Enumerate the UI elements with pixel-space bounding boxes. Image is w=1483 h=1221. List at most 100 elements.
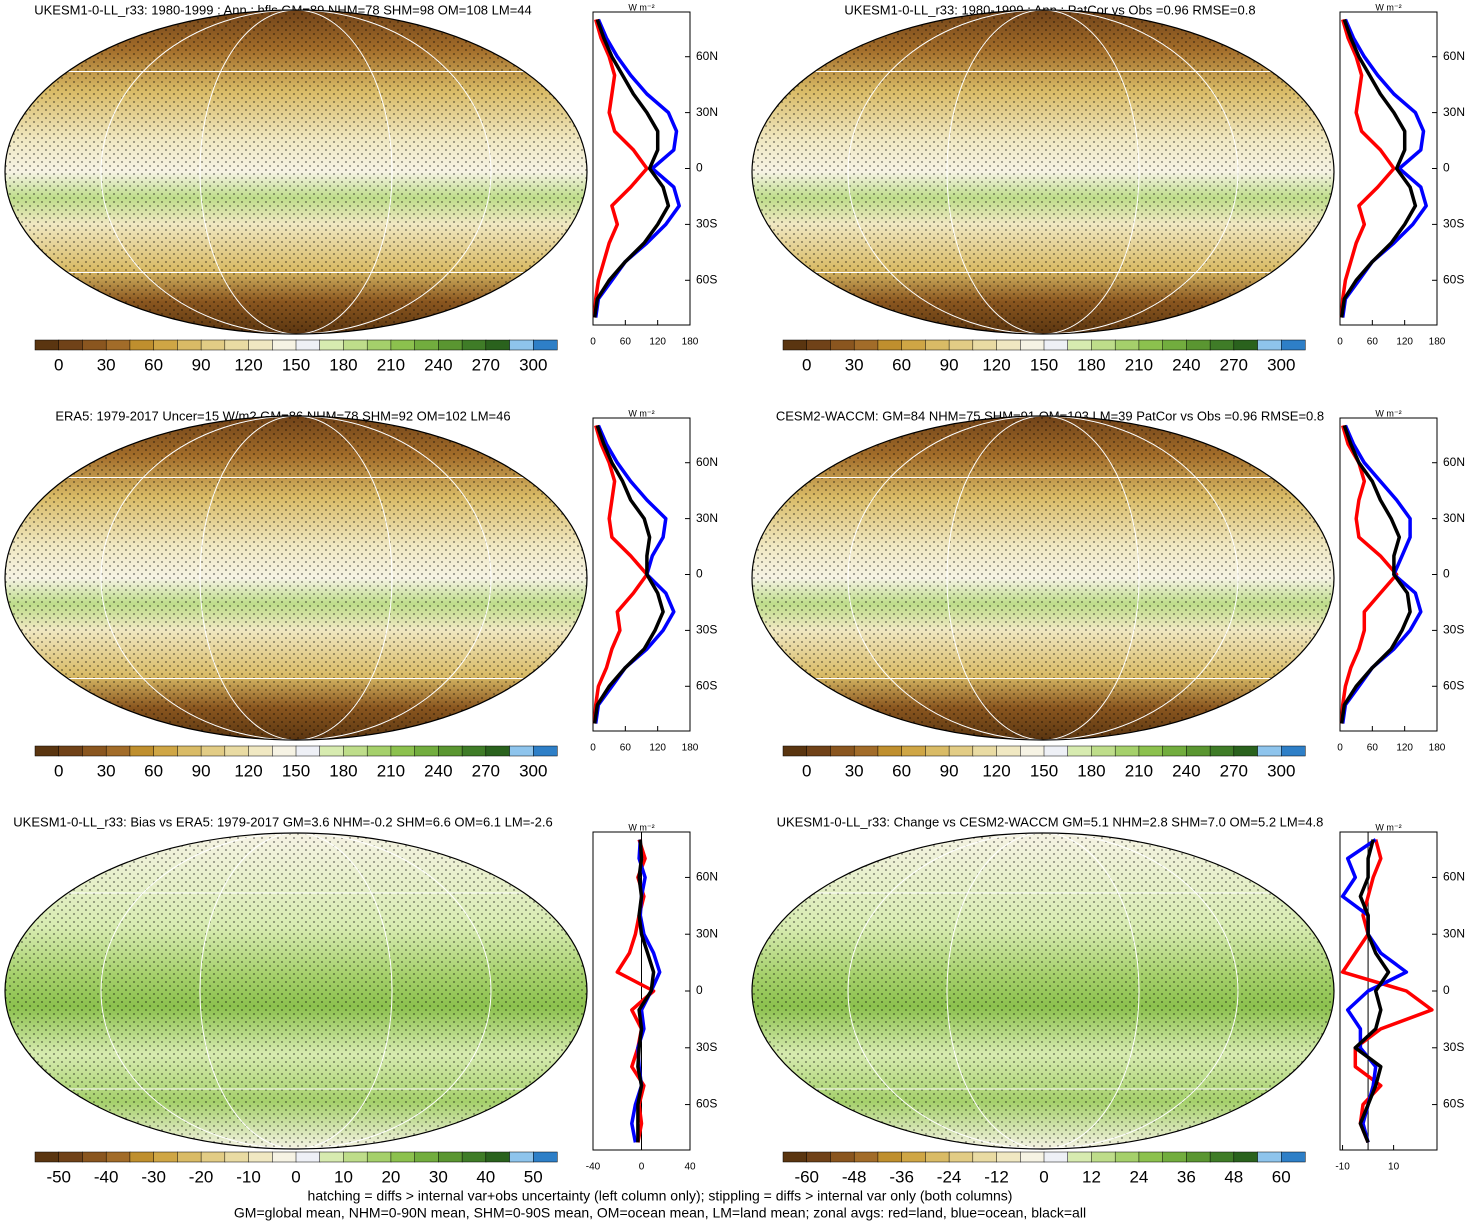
colorbar-box bbox=[82, 1151, 107, 1163]
colorbar-box bbox=[438, 1151, 463, 1163]
colorbar-label: 30 bbox=[97, 355, 116, 374]
colorbar-box bbox=[509, 339, 534, 351]
colorbar-box bbox=[1114, 1151, 1140, 1163]
zonal-line bbox=[592, 18, 671, 318]
colorbar-label: 36 bbox=[1177, 1167, 1196, 1186]
colorbar-box bbox=[390, 1151, 416, 1163]
colorbar-box bbox=[1257, 745, 1282, 757]
zonal-frame bbox=[1339, 417, 1438, 732]
colorbar-label: -36 bbox=[889, 1167, 914, 1186]
x-tick-label: 0 bbox=[1337, 337, 1343, 348]
colorbar-label: -10 bbox=[236, 1167, 261, 1186]
colorbar-box bbox=[177, 1151, 202, 1163]
colorbar-box bbox=[34, 339, 60, 351]
map-stipple bbox=[752, 833, 1334, 1149]
x-tick-label: 120 bbox=[1396, 743, 1413, 754]
y-tick-label: 0 bbox=[1443, 161, 1450, 175]
y-tick-label: 60S bbox=[696, 272, 717, 286]
x-tick-label: 60 bbox=[1367, 743, 1379, 754]
y-tick-label: 60S bbox=[1443, 272, 1464, 286]
x-tick-label: 10 bbox=[1388, 1162, 1400, 1173]
colorbar-label: 210 bbox=[1125, 761, 1153, 780]
colorbar-box bbox=[224, 339, 250, 351]
units-label: W m⁻² bbox=[628, 408, 654, 418]
x-tick-label: -40 bbox=[586, 1162, 601, 1173]
map-outline bbox=[4, 415, 588, 741]
colorbar-label: 12 bbox=[1082, 1167, 1101, 1186]
zonal-line bbox=[630, 839, 662, 1143]
colorbar-box bbox=[485, 339, 511, 351]
y-tick-label: 30S bbox=[1443, 623, 1464, 637]
colorbar-box bbox=[1209, 1151, 1235, 1163]
colorbar-box bbox=[1233, 339, 1259, 351]
colorbar-label: -50 bbox=[46, 1167, 71, 1186]
colorbar-label: 20 bbox=[381, 1167, 400, 1186]
colorbar-box bbox=[319, 745, 345, 757]
zonal-frame bbox=[1339, 11, 1438, 326]
colorbar-box bbox=[248, 745, 273, 757]
units-label: W m⁻² bbox=[628, 2, 654, 12]
colorbar-label: 120 bbox=[234, 355, 262, 374]
colorbar-box bbox=[153, 339, 178, 351]
colorbar-label: 60 bbox=[144, 355, 163, 374]
colorbar-box bbox=[1091, 745, 1116, 757]
colorbar-box bbox=[806, 745, 832, 757]
x-tick-label: 60 bbox=[1367, 337, 1379, 348]
colorbar-box bbox=[1162, 339, 1187, 351]
colorbar-box bbox=[461, 339, 487, 351]
colorbar-box bbox=[948, 1151, 974, 1163]
colorbar-label: 180 bbox=[329, 761, 357, 780]
colorbar-box bbox=[295, 339, 321, 351]
colorbar-label: 150 bbox=[1030, 761, 1058, 780]
colorbar-box bbox=[853, 1151, 879, 1163]
y-tick-label: 60S bbox=[696, 678, 717, 692]
x-tick-label: 180 bbox=[1429, 337, 1446, 348]
colorbar-label: 270 bbox=[472, 355, 500, 374]
colorbar-label: 48 bbox=[1224, 1167, 1243, 1186]
zonal-frame bbox=[592, 11, 691, 326]
colorbar-label: 30 bbox=[845, 355, 864, 374]
colorbar-box bbox=[248, 339, 273, 351]
colorbar-box bbox=[1257, 339, 1282, 351]
colorbar-box bbox=[1138, 1151, 1164, 1163]
colorbar-box bbox=[972, 339, 998, 351]
colorbar-box bbox=[1091, 339, 1116, 351]
colorbar-label: 60 bbox=[1272, 1167, 1291, 1186]
colorbar-box bbox=[200, 339, 226, 351]
zonal-line bbox=[1339, 18, 1418, 318]
colorbar-box bbox=[58, 1151, 84, 1163]
y-tick-label: 30S bbox=[696, 217, 717, 231]
note: hatching = diffs > internal var+obs unce… bbox=[308, 1188, 1013, 1204]
colorbar-box bbox=[853, 339, 879, 351]
colorbar-box bbox=[200, 1151, 226, 1163]
colorbar-label: 24 bbox=[1129, 1167, 1148, 1186]
x-tick-label: 120 bbox=[1396, 337, 1413, 348]
colorbar-label: 90 bbox=[940, 355, 959, 374]
colorbar-label: 300 bbox=[1267, 355, 1295, 374]
colorbar-box bbox=[901, 1151, 926, 1163]
colorbar-label: 210 bbox=[1125, 355, 1153, 374]
colorbar-label: 270 bbox=[472, 761, 500, 780]
colorbar-box bbox=[1138, 339, 1164, 351]
zonal-line bbox=[1340, 839, 1434, 1144]
zonal-line bbox=[615, 839, 656, 1143]
y-tick-label: 60S bbox=[1443, 678, 1464, 692]
zonal-line bbox=[1339, 425, 1399, 724]
map-outline bbox=[4, 832, 588, 1150]
panel-title: UKESM1-0-LL_r33: Bias vs ERA5: 1979-2017… bbox=[13, 814, 552, 829]
map-stipple bbox=[5, 416, 587, 740]
colorbar-box bbox=[319, 339, 345, 351]
colorbar-box bbox=[34, 745, 60, 757]
units-label: W m⁻² bbox=[1375, 2, 1401, 12]
colorbar-label: 300 bbox=[519, 355, 547, 374]
x-tick-label: 180 bbox=[682, 743, 699, 754]
colorbar-box bbox=[533, 1151, 558, 1163]
colorbar-box bbox=[1043, 745, 1069, 757]
colorbar-label: 30 bbox=[845, 761, 864, 780]
x-tick-label: 0 bbox=[590, 743, 596, 754]
map bbox=[751, 832, 1335, 1150]
map-stipple bbox=[752, 10, 1334, 334]
colorbar-box bbox=[248, 1151, 273, 1163]
colorbar-box bbox=[366, 1151, 392, 1163]
colorbar-box bbox=[272, 1151, 297, 1163]
